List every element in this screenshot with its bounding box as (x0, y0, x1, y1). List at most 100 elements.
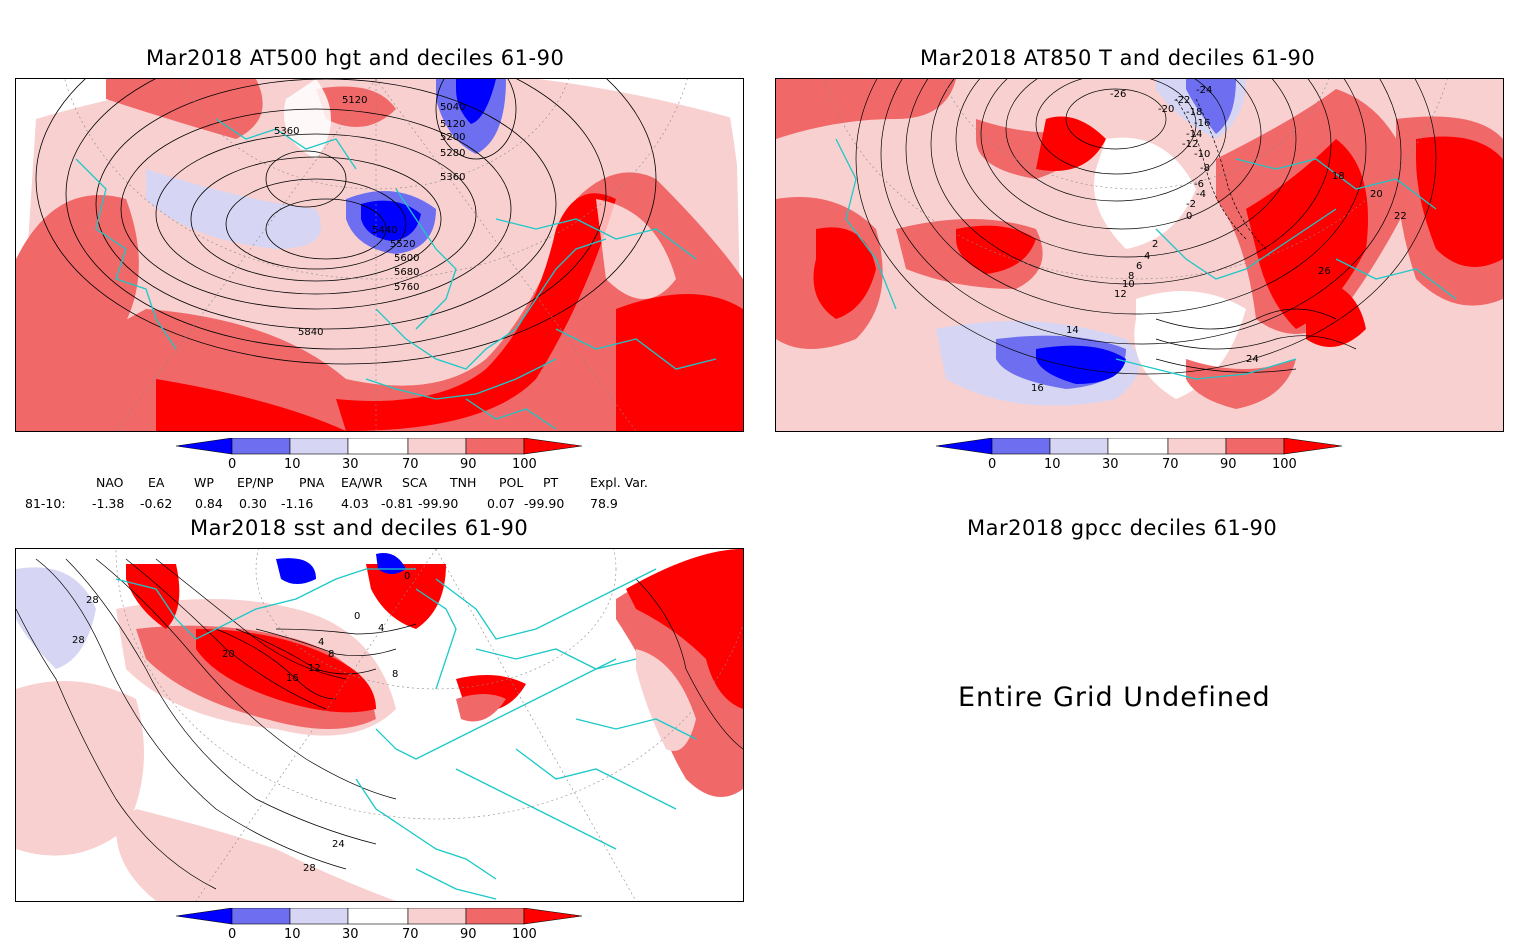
index-header: EA (148, 475, 165, 490)
contour-label: 24 (332, 839, 345, 850)
coastlines (835, 138, 1457, 380)
contour-label: -2 (1186, 199, 1196, 210)
index-header: WP (194, 475, 214, 490)
contour-label: 0 (404, 571, 410, 582)
map-sst: 28 28 20 16 12 8 4 0 0 4 8 24 28 (16, 549, 743, 901)
colorbar-tick: 0 (228, 457, 236, 472)
contour-label: 5360 (274, 126, 299, 137)
contour-label: 28 (86, 595, 99, 606)
colorbar-tick: 10 (1044, 457, 1061, 472)
index-value: -1.38 (92, 496, 125, 511)
undefined-grid-message: Entire Grid Undefined (958, 682, 1271, 713)
contour-label: 8 (328, 649, 334, 660)
index-value: -0.62 (140, 496, 173, 511)
colorbar-tick: 100 (512, 457, 537, 472)
colorbar-tick: 90 (460, 927, 477, 942)
contour-label: 16 (1031, 383, 1044, 394)
contour-label: 5360 (440, 172, 465, 183)
contour-label: 24 (1246, 354, 1259, 365)
contour-labels: 28 28 20 16 12 8 4 0 0 4 8 24 28 (72, 571, 410, 874)
temperature-contours (855, 79, 1437, 375)
index-value: -1.16 (281, 496, 314, 511)
index-value: -99.90 (524, 496, 565, 511)
contour-label: -18 (1186, 107, 1202, 118)
map-panel-sst: 28 28 20 16 12 8 4 0 0 4 8 24 28 (15, 548, 744, 902)
contour-label: 14 (1066, 325, 1079, 336)
coastlines (115, 568, 697, 900)
contour-label: 5520 (390, 239, 415, 250)
colorbar-sst: 0 10 30 70 90 100 (175, 908, 583, 942)
contour-label: -20 (1158, 104, 1174, 115)
index-row-label: 81-10: (25, 496, 66, 511)
contour-label: 28 (72, 635, 85, 646)
coastlines (75, 118, 717, 430)
contour-label: 16 (286, 673, 299, 684)
contour-label: -14 (1186, 129, 1202, 140)
panel-title-sst: Mar2018 sst and deciles 61-90 (190, 516, 529, 540)
map-hgt500: 5120 5040 5360 5120 5200 5280 5360 5440 … (16, 79, 743, 431)
contour-label: 12 (308, 663, 321, 674)
contour-label: 12 (1114, 289, 1127, 300)
colorbar-tick: 90 (460, 457, 477, 472)
decile-shading (16, 79, 743, 431)
contour-label: -4 (1196, 189, 1206, 200)
colorbar-tick: 0 (228, 927, 236, 942)
map-panel-hgt500: 5120 5040 5360 5120 5200 5280 5360 5440 … (15, 78, 744, 432)
graticule (64, 79, 688, 431)
colorbar-tick: 70 (402, 457, 419, 472)
contour-label: 5760 (394, 282, 419, 293)
contour-label: 26 (1318, 266, 1331, 277)
map-panel-t850: -26 -24 -22 -20 -18 -16 -14 -12 -10 -8 -… (775, 78, 1504, 432)
contour-label: -8 (1200, 163, 1210, 174)
colorbar-tick: 30 (342, 927, 359, 942)
contour-label: 2 (1152, 239, 1158, 250)
contour-label: -10 (1194, 149, 1210, 160)
decile-shading (776, 79, 1503, 431)
contour-label: 5120 (440, 119, 465, 130)
contour-label: 4 (318, 637, 324, 648)
contour-label: 18 (1332, 171, 1345, 182)
contour-label: -16 (1194, 118, 1210, 129)
index-value: 0.07 (487, 496, 515, 511)
contour-label: 8 (1128, 271, 1134, 282)
colorbar-tick: 0 (988, 457, 996, 472)
colorbar-tick: 70 (1162, 457, 1179, 472)
contour-label: 8 (392, 669, 398, 680)
contour-label: 5200 (440, 132, 465, 143)
panel-title-hgt500: Mar2018 AT500 hgt and deciles 61-90 (146, 46, 565, 70)
contour-label: -6 (1194, 179, 1204, 190)
contour-label: 22 (1394, 211, 1407, 222)
colorbar-tick: 100 (512, 927, 537, 942)
colorbar-tick: 90 (1220, 457, 1237, 472)
colorbar-tick: 30 (342, 457, 359, 472)
index-header: PT (543, 475, 559, 490)
contour-label: 5600 (394, 253, 419, 264)
index-header: TNH (450, 475, 477, 490)
index-header: SCA (402, 475, 428, 490)
colorbar-hgt500: 0 10 30 70 90 100 (175, 438, 583, 472)
contour-label: 4 (378, 623, 384, 634)
graticule (115, 549, 743, 901)
contour-label: 6 (1136, 261, 1142, 272)
contour-label: 4 (1144, 251, 1150, 262)
contour-label: 5280 (440, 148, 465, 159)
contour-label: -24 (1196, 85, 1212, 96)
contour-label: 28 (303, 863, 316, 874)
contour-label: -26 (1110, 89, 1126, 100)
height-contours (35, 79, 657, 365)
sst-contours (16, 558, 743, 890)
contour-label: 5680 (394, 267, 419, 278)
contour-label: 5040 (440, 102, 465, 113)
contour-label: 20 (1370, 189, 1383, 200)
contour-label: 20 (222, 649, 235, 660)
decile-shading (16, 549, 743, 901)
contour-labels: -26 -24 -22 -20 -18 -16 -14 -12 -10 -8 -… (1031, 85, 1407, 394)
contour-label: 10 (1122, 279, 1135, 290)
map-t850: -26 -24 -22 -20 -18 -16 -14 -12 -10 -8 -… (776, 79, 1503, 431)
index-value: 0.84 (195, 496, 223, 511)
index-header: POL (499, 475, 524, 490)
index-value: 0.30 (239, 496, 267, 511)
index-value: 78.9 (590, 496, 618, 511)
index-value: 4.03 (341, 496, 369, 511)
contour-label: 0 (1186, 211, 1192, 222)
